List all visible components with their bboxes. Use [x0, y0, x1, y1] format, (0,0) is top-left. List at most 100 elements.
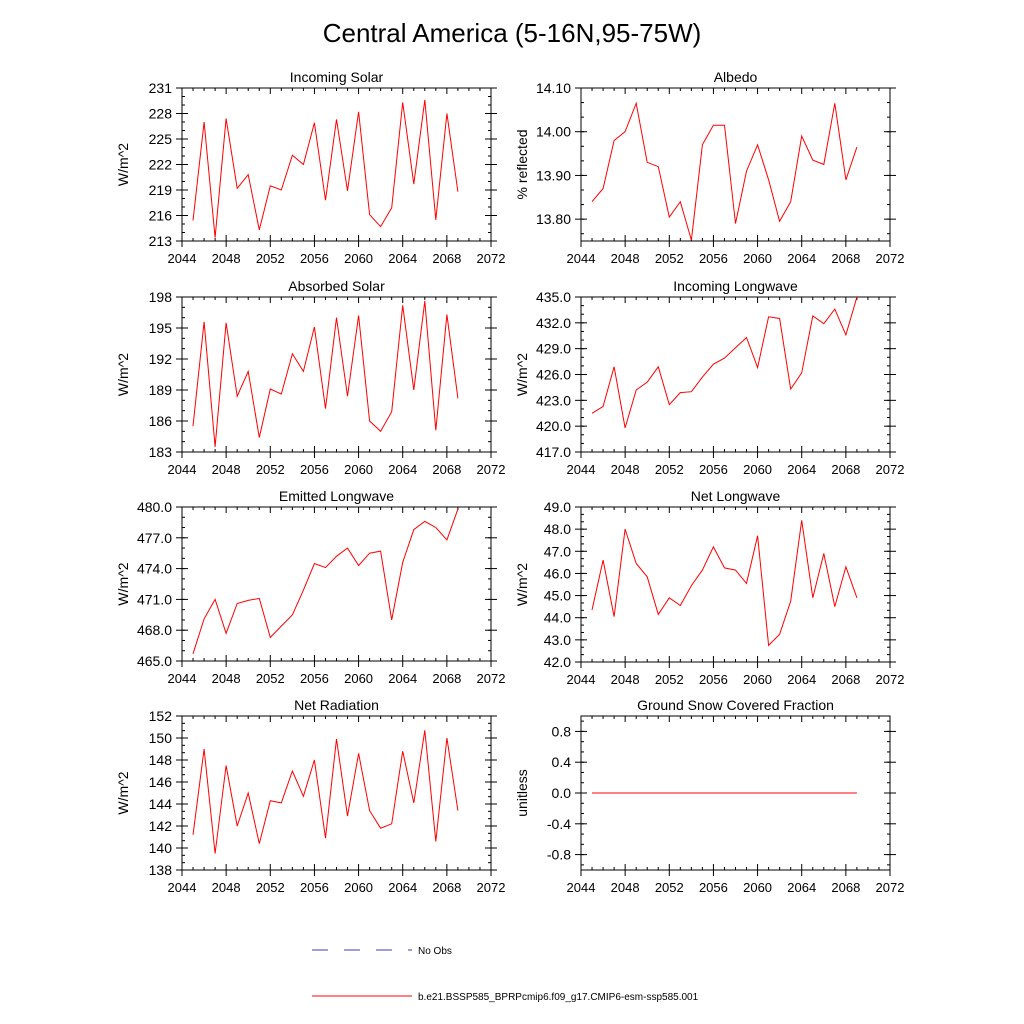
x-tick-label: 2056: [699, 462, 728, 477]
y-tick-label: 144: [149, 796, 173, 812]
y-tick-label: 222: [149, 157, 173, 173]
x-tick-label: 2052: [256, 462, 285, 477]
y-axis-label: W/m^2: [115, 353, 131, 396]
x-tick-label: 2068: [432, 251, 461, 266]
series-line: [591, 520, 858, 647]
y-axis-label: W/m^2: [115, 562, 131, 605]
y-tick-label: 47.0: [544, 543, 571, 559]
x-tick-label: 2056: [300, 462, 329, 477]
y-tick-label: 228: [149, 106, 173, 122]
panel-1: Incoming Solar W/m^2 2044 2048 2052 2056 2060 2…: [115, 69, 505, 266]
x-tick-label: 2068: [432, 671, 461, 686]
y-axis-label: W/m^2: [514, 353, 530, 396]
x-tick-label: 2068: [831, 462, 860, 477]
x-tick-label: 2052: [256, 671, 285, 686]
x-tick-label: 2044: [567, 462, 596, 477]
x-tick-label: 2052: [655, 462, 684, 477]
x-tick-label: 2064: [787, 251, 816, 266]
y-tick-label: 13.80: [536, 211, 571, 227]
y-tick-label: 195: [149, 320, 173, 336]
y-tick-label: 219: [149, 182, 173, 198]
legend-obs-label: No Obs: [418, 946, 452, 957]
y-tick-label: 42.0: [544, 654, 571, 670]
x-tick-label: 2048: [611, 462, 640, 477]
x-tick-label: 2072: [876, 672, 905, 687]
y-tick-label: 417.0: [536, 444, 571, 460]
x-tick-label: 2044: [168, 251, 197, 266]
x-tick-label: 2060: [743, 462, 772, 477]
x-tick-label: 2048: [212, 671, 241, 686]
panel-title: Net Longwave: [691, 488, 781, 504]
panel-title: Incoming Solar: [290, 69, 384, 85]
y-tick-label: 43.0: [544, 632, 571, 648]
x-tick-label: 2056: [699, 251, 728, 266]
y-tick-label: 216: [149, 208, 173, 224]
y-tick-label: 14.00: [536, 124, 571, 140]
x-tick-label: 2072: [477, 671, 506, 686]
x-tick-label: 2052: [655, 672, 684, 687]
x-tick-label: 2060: [743, 672, 772, 687]
panel-title: Emitted Longwave: [279, 488, 394, 504]
x-tick-label: 2068: [831, 880, 860, 895]
y-tick-label: 46.0: [544, 565, 571, 581]
y-tick-label: 146: [149, 774, 173, 790]
panel-6: Net Longwave W/m^2 2044 2048 2052 2056 2060 206…: [514, 488, 904, 687]
x-tick-label: 2056: [699, 880, 728, 895]
x-tick-label: 2048: [212, 251, 241, 266]
y-tick-label: 474.0: [137, 561, 172, 577]
x-tick-label: 2044: [168, 671, 197, 686]
x-tick-label: 2068: [432, 462, 461, 477]
x-tick-label: 2072: [876, 251, 905, 266]
y-tick-label: 138: [149, 862, 173, 878]
y-tick-label: 426.0: [536, 367, 571, 383]
y-tick-label: 468.0: [137, 622, 172, 638]
x-tick-label: 2064: [787, 462, 816, 477]
y-tick-label: 192: [149, 351, 173, 367]
y-tick-label: 0.4: [552, 754, 572, 770]
panel-title: Incoming Longwave: [673, 278, 798, 294]
x-tick-label: 2056: [699, 672, 728, 687]
series-line: [192, 301, 459, 447]
y-tick-label: 423.0: [536, 392, 571, 408]
y-tick-label: 45.0: [544, 588, 571, 604]
y-axis-label: W/m^2: [514, 563, 530, 606]
x-tick-label: 2064: [388, 462, 417, 477]
x-tick-label: 2064: [388, 880, 417, 895]
x-tick-label: 2052: [655, 251, 684, 266]
panel-8: Ground Snow Covered Fraction unitless 2044…: [514, 697, 904, 895]
y-tick-label: 44.0: [544, 610, 571, 626]
series-line: [192, 508, 459, 654]
plot-frame: [181, 506, 492, 662]
x-tick-label: 2044: [168, 462, 197, 477]
y-tick-label: -0.8: [547, 847, 571, 863]
x-tick-label: 2044: [567, 880, 596, 895]
panel-3: Absorbed Solar W/m^2 2044 2048 2052 2056 2060 2…: [115, 278, 505, 477]
y-tick-label: 186: [149, 413, 173, 429]
series-line: [192, 99, 459, 238]
x-tick-label: 2064: [388, 671, 417, 686]
y-tick-label: 183: [149, 444, 173, 460]
x-tick-label: 2056: [300, 671, 329, 686]
x-tick-label: 2052: [256, 251, 285, 266]
y-tick-label: 225: [149, 131, 173, 147]
y-tick-label: 198: [149, 289, 173, 305]
x-tick-label: 2044: [168, 880, 197, 895]
x-tick-label: 2048: [611, 251, 640, 266]
x-tick-label: 2072: [477, 462, 506, 477]
x-tick-label: 2072: [876, 880, 905, 895]
y-tick-label: 150: [149, 730, 173, 746]
y-tick-label: 477.0: [137, 530, 172, 546]
panel-title: Albedo: [714, 69, 758, 85]
x-tick-label: 2048: [212, 880, 241, 895]
panel-title: Net Radiation: [294, 697, 379, 713]
x-tick-label: 2060: [344, 462, 373, 477]
x-tick-label: 2048: [611, 672, 640, 687]
y-axis-label: W/m^2: [115, 143, 131, 186]
plot-frame: [580, 506, 891, 663]
series-line: [192, 730, 459, 854]
x-tick-label: 2056: [300, 251, 329, 266]
y-tick-label: 152: [149, 708, 173, 724]
x-tick-label: 2064: [388, 251, 417, 266]
x-tick-label: 2064: [787, 672, 816, 687]
